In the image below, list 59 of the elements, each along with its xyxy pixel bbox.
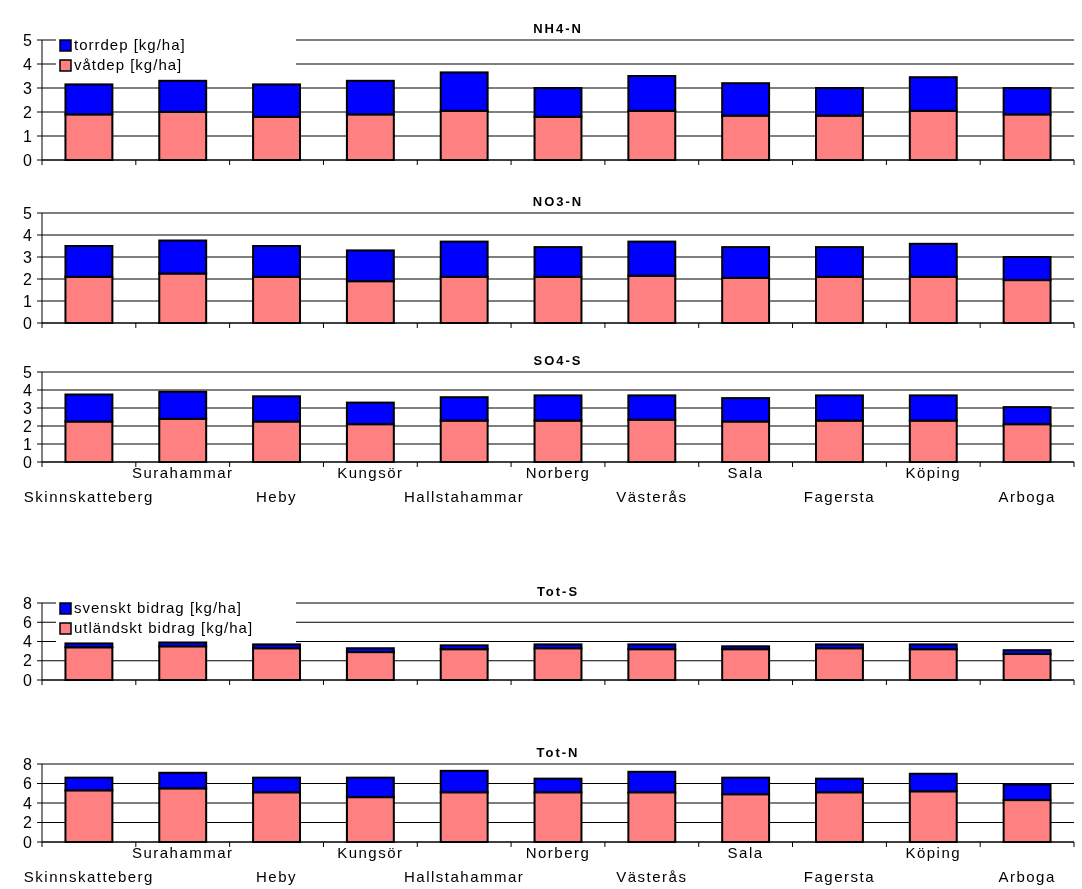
legend-label: våtdep [kg/ha] bbox=[74, 56, 183, 73]
y-tick-label: 3 bbox=[23, 79, 33, 97]
y-tick-label: 1 bbox=[23, 292, 33, 310]
x-tick-label: Heby bbox=[256, 868, 298, 885]
y-tick-label: 2 bbox=[23, 814, 33, 832]
y-tick-label: 2 bbox=[23, 103, 33, 121]
y-tick-label: 8 bbox=[23, 755, 33, 773]
y-tick-label: 1 bbox=[23, 435, 33, 453]
x-tick-label: Arboga bbox=[998, 868, 1056, 885]
x-tick-label: Sala bbox=[727, 844, 764, 861]
chart-title: Tot-N bbox=[536, 745, 580, 760]
x-tick-label: Fagersta bbox=[803, 868, 876, 885]
x-tick-label: Surahammar bbox=[131, 464, 234, 481]
y-tick-label: 0 bbox=[23, 671, 33, 689]
y-tick-label: 3 bbox=[23, 399, 33, 417]
x-tick-label: Köping bbox=[905, 464, 962, 481]
y-tick-label: 4 bbox=[23, 381, 33, 399]
x-tick-label: Sala bbox=[727, 464, 764, 481]
y-tick-label: 6 bbox=[23, 775, 33, 793]
x-tick-label: Fagersta bbox=[803, 488, 876, 505]
y-tick-label: 0 bbox=[23, 833, 33, 851]
x-tick-label: Västerås bbox=[616, 488, 688, 505]
y-tick-label: 2 bbox=[23, 270, 33, 288]
y-tick-label: 1 bbox=[23, 127, 33, 145]
y-tick-label: 3 bbox=[23, 248, 33, 266]
x-tick-label: Hallstahammar bbox=[403, 868, 525, 885]
y-tick-label: 4 bbox=[23, 794, 33, 812]
x-tick-label: Kungsör bbox=[337, 464, 404, 481]
y-tick-label: 0 bbox=[23, 151, 33, 169]
y-tick-label: 4 bbox=[23, 55, 33, 73]
x-tick-label: Västerås bbox=[616, 868, 688, 885]
y-tick-label: 5 bbox=[23, 363, 33, 381]
x-tick-label: Skinnskatteberg bbox=[23, 488, 154, 505]
x-tick-label: Norberg bbox=[525, 464, 591, 481]
x-tick-label: Hallstahammar bbox=[403, 488, 525, 505]
y-tick-label: 4 bbox=[23, 226, 33, 244]
y-tick-label: 5 bbox=[23, 31, 33, 49]
y-tick-label: 8 bbox=[23, 594, 33, 612]
x-tick-label: Arboga bbox=[998, 488, 1056, 505]
chart-title: NO3-N bbox=[532, 194, 584, 209]
x-tick-label: Skinnskatteberg bbox=[23, 868, 154, 885]
y-tick-label: 2 bbox=[23, 652, 33, 670]
y-tick-label: 0 bbox=[23, 314, 33, 332]
y-tick-label: 4 bbox=[23, 633, 33, 651]
x-tick-label: Surahammar bbox=[131, 844, 234, 861]
y-tick-label: 2 bbox=[23, 417, 33, 435]
x-tick-label: Kungsör bbox=[337, 844, 404, 861]
x-tick-label: Köping bbox=[905, 844, 962, 861]
chart-title: SO4-S bbox=[533, 353, 583, 368]
legend-label: utländskt bidrag [kg/ha] bbox=[74, 619, 254, 636]
chart-title: NH4-N bbox=[533, 21, 583, 36]
legend-label: svenskt bidrag [kg/ha] bbox=[74, 599, 242, 616]
y-tick-label: 0 bbox=[23, 453, 33, 471]
y-tick-label: 5 bbox=[23, 204, 33, 222]
chart-title: Tot-S bbox=[536, 584, 580, 599]
x-tick-label: Heby bbox=[256, 488, 298, 505]
y-tick-label: 6 bbox=[23, 613, 33, 631]
legend-label: torrdep [kg/ha] bbox=[74, 36, 186, 53]
x-tick-label: Norberg bbox=[525, 844, 591, 861]
